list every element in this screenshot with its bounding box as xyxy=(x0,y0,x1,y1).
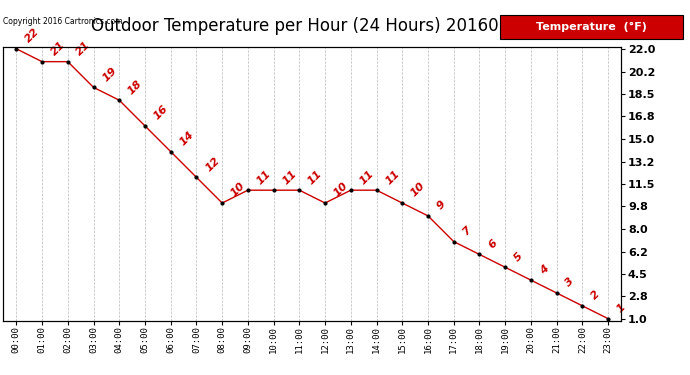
Text: 21: 21 xyxy=(75,39,92,57)
Text: 4: 4 xyxy=(538,263,551,276)
Text: 21: 21 xyxy=(49,39,67,57)
Text: 7: 7 xyxy=(461,225,473,237)
Text: 11: 11 xyxy=(281,168,299,186)
Text: 14: 14 xyxy=(177,129,196,147)
Text: 9: 9 xyxy=(435,199,448,212)
Text: 1: 1 xyxy=(615,302,628,315)
Text: 19: 19 xyxy=(101,65,119,83)
Text: 3: 3 xyxy=(564,276,576,289)
Text: Temperature  (°F): Temperature (°F) xyxy=(536,22,647,32)
Text: 2: 2 xyxy=(589,289,602,302)
Text: 16: 16 xyxy=(152,104,170,122)
Text: Outdoor Temperature per Hour (24 Hours) 20160110: Outdoor Temperature per Hour (24 Hours) … xyxy=(91,17,530,35)
Text: 11: 11 xyxy=(306,168,324,186)
Text: 22: 22 xyxy=(23,27,41,45)
Text: 10: 10 xyxy=(409,181,427,199)
Text: 10: 10 xyxy=(229,181,247,199)
Text: 11: 11 xyxy=(255,168,273,186)
Text: 10: 10 xyxy=(332,181,350,199)
Text: 5: 5 xyxy=(512,251,524,263)
Text: 18: 18 xyxy=(126,78,144,96)
Text: 6: 6 xyxy=(486,238,499,250)
Text: 11: 11 xyxy=(384,168,402,186)
Text: 11: 11 xyxy=(358,168,376,186)
Text: Copyright 2016 Cartronics.com: Copyright 2016 Cartronics.com xyxy=(3,17,123,26)
Text: 12: 12 xyxy=(204,155,221,173)
